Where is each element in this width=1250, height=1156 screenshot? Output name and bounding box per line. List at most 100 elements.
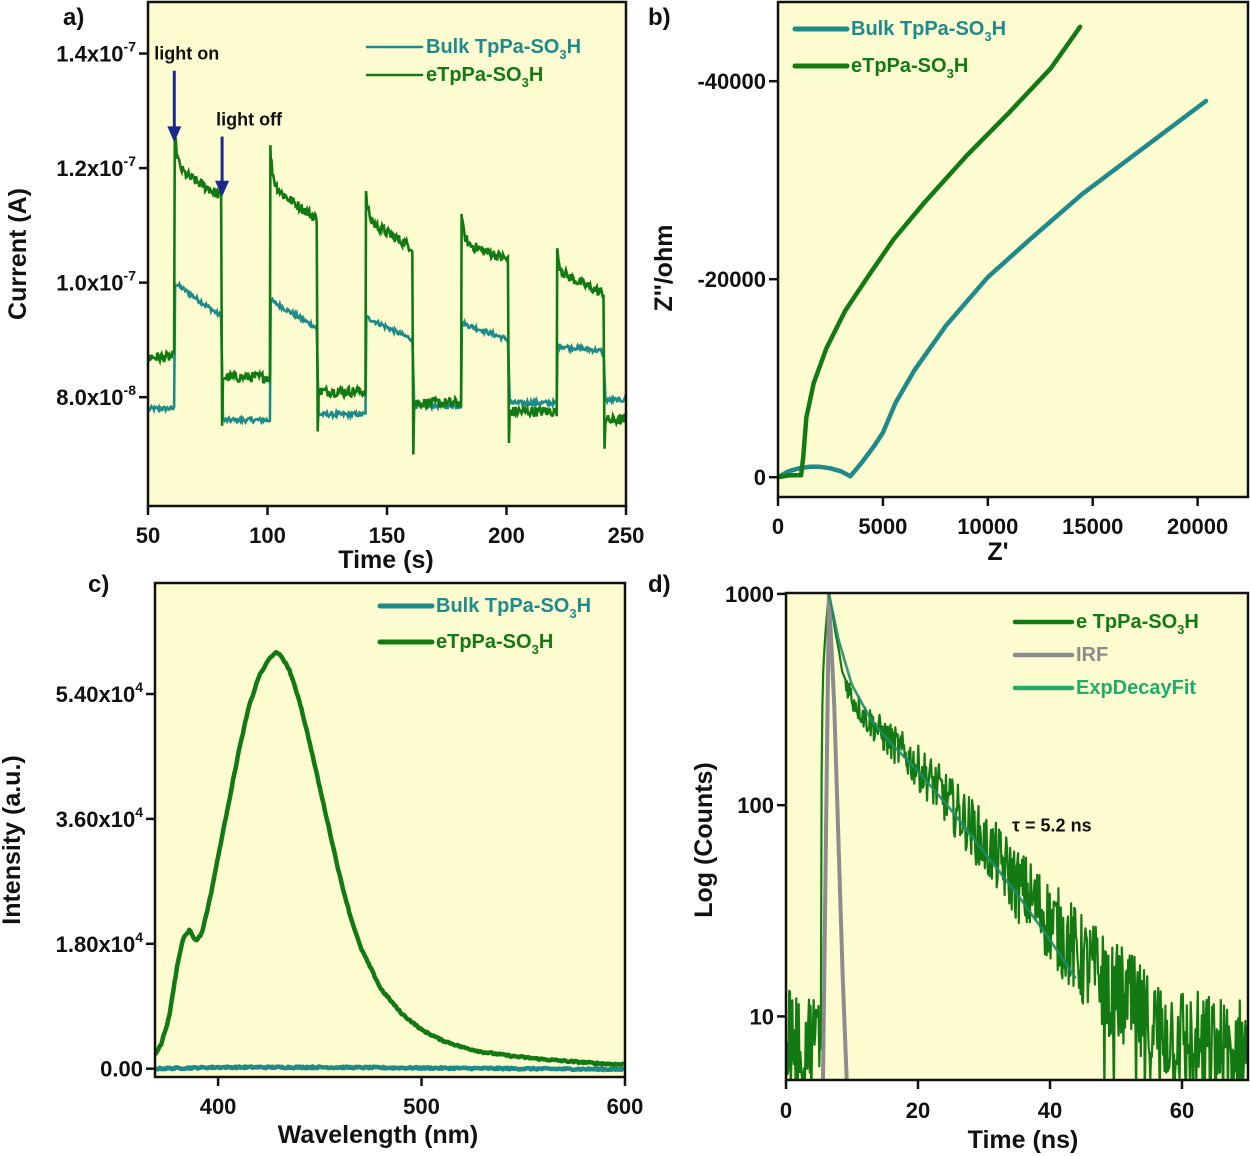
series-line-bulk (155, 1064, 625, 1073)
y-axis-title: Current (A) (4, 188, 32, 320)
y-axis-title: Log (Counts) (690, 762, 718, 918)
y-tick-label: 3.60x104 (56, 804, 144, 832)
x-tick-label: 400 (200, 1094, 237, 1119)
tau-annotation: τ = 5.2 ns (1012, 816, 1092, 836)
legend-label: eTpPa-SO3H (851, 55, 968, 81)
series-line-etppa (778, 24, 1083, 480)
x-tick-label: 20 (906, 1098, 930, 1123)
legend-label-suffix: H (529, 64, 543, 86)
y-tick-label: -40000 (697, 69, 766, 94)
y-tick-exponent: -7 (124, 39, 137, 55)
x-tick-label: 0 (780, 1098, 792, 1123)
y-tick-mantissa: 5.40x10 (56, 682, 136, 707)
plot-area (148, 2, 626, 506)
x-tick-label: 600 (607, 1094, 644, 1119)
series-line-irf (821, 593, 849, 1080)
y-tick-exponent: -7 (124, 153, 137, 169)
y-tick-mantissa: 8.0x10 (56, 385, 123, 410)
y-tick-label: 8.0x10-8 (56, 382, 136, 410)
legend-label-subscript: 3 (522, 75, 529, 90)
y-tick-mantissa: 0.00 (100, 1057, 143, 1082)
plot-area (778, 2, 1248, 497)
y-tick-mantissa: 1.4x10 (56, 42, 123, 67)
legend-label: Bulk TpPa-SO3H (436, 595, 591, 621)
x-tick-label: 20000 (1167, 514, 1228, 539)
legend-label-suffix: H (539, 631, 553, 653)
legend-label-suffix: H (954, 55, 968, 77)
series-line-etppa (148, 127, 626, 455)
x-axis-title: Z' (987, 538, 1008, 566)
legend-label: IRF (1076, 644, 1108, 666)
panel-label: c) (88, 571, 109, 598)
y-tick-exponent: 4 (135, 679, 143, 695)
x-tick-label: 500 (403, 1094, 440, 1119)
arrow-head-icon (215, 180, 230, 197)
panel-a-photocurrent: a) light on light off Bulk TpPa-SO3HeTpPa-S… (4, 0, 645, 574)
panel-label: a) (63, 4, 84, 31)
x-axis-title: Time (ns) (968, 1126, 1079, 1154)
legend-label-subscript: 3 (532, 642, 539, 657)
y-tick-mantissa: 1.2x10 (56, 156, 123, 181)
plot-area (155, 583, 625, 1077)
legend-label-main: eTpPa-SO (426, 64, 522, 86)
x-tick-label: 150 (369, 523, 406, 548)
legend-label-main: Bulk TpPa-SO (436, 595, 569, 617)
y-tick-mantissa: 1.80x10 (56, 932, 136, 957)
y-tick-label: 1000 (725, 582, 774, 607)
y-tick-label: 1.2x10-7 (56, 153, 136, 181)
legend-label-subscript: 3 (559, 47, 566, 62)
series-line-fit (827, 593, 1077, 979)
y-tick-mantissa: 1.0x10 (56, 271, 123, 296)
panel-label: d) (648, 571, 671, 598)
plot-frame (153, 581, 627, 1079)
legend-label: Bulk TpPa-SO3H (851, 18, 1006, 44)
legend-label-subscript: 3 (984, 29, 991, 44)
y-tick-exponent: 4 (135, 929, 143, 945)
plot-frame (776, 0, 1250, 499)
x-tick-label: 5000 (858, 514, 907, 539)
y-axis-title: Z''/ohm (650, 225, 678, 312)
y-tick-exponent: -7 (124, 268, 137, 284)
annotation-label: light on (154, 44, 219, 64)
y-tick-exponent: 4 (135, 804, 143, 820)
y-tick-label: 0.00 (100, 1057, 143, 1082)
x-tick-label: 100 (249, 523, 286, 548)
x-tick-label: 50 (136, 523, 160, 548)
y-tick-label: 0 (754, 465, 766, 490)
panel-d-trpl-decay: d) τ = 5.2 ns e TpPa-SO3H IRF ExpDecayFit 0 20… (648, 571, 1250, 1154)
arrow-head-icon (167, 126, 182, 143)
series-line-bulk (778, 98, 1209, 480)
legend-label: eTpPa-SO3H (426, 64, 543, 90)
x-tick-label: 200 (488, 523, 525, 548)
legend-label: ExpDecayFit (1076, 677, 1196, 699)
legend-label-subscript: 3 (1177, 622, 1184, 637)
legend-label-main: IRF (1076, 644, 1108, 666)
legend-label-suffix: H (992, 18, 1006, 40)
legend-label: Bulk TpPa-SO3H (426, 36, 581, 62)
y-tick-label: 1.0x10-7 (56, 268, 136, 296)
y-tick-label: 10 (750, 1004, 774, 1029)
y-tick-label: 1.4x10-7 (56, 39, 136, 67)
annotation-label: light off (216, 110, 283, 130)
legend-label: e TpPa-SO3H (1076, 611, 1199, 637)
panel-label: b) (648, 4, 671, 31)
legend-label-subscript: 3 (569, 606, 576, 621)
x-axis-title: Wavelength (nm) (278, 1121, 478, 1149)
legend-label-main: eTpPa-SO (436, 631, 532, 653)
legend-label-main: eTpPa-SO (851, 55, 947, 77)
x-tick-label: 0 (772, 514, 784, 539)
x-tick-label: 60 (1170, 1098, 1194, 1123)
plot-frame (784, 591, 1250, 1082)
x-tick-label: 250 (608, 523, 645, 548)
legend-label-main: Bulk TpPa-SO (851, 18, 984, 40)
y-tick-mantissa: 3.60x10 (56, 807, 136, 832)
x-axis-title: Time (s) (338, 546, 433, 574)
y-tick-label: 100 (737, 793, 774, 818)
y-tick-label: -20000 (697, 267, 766, 292)
legend-label-subscript: 3 (947, 66, 954, 81)
legend-label-suffix: H (577, 595, 591, 617)
y-tick-label: 1.80x104 (56, 929, 144, 957)
